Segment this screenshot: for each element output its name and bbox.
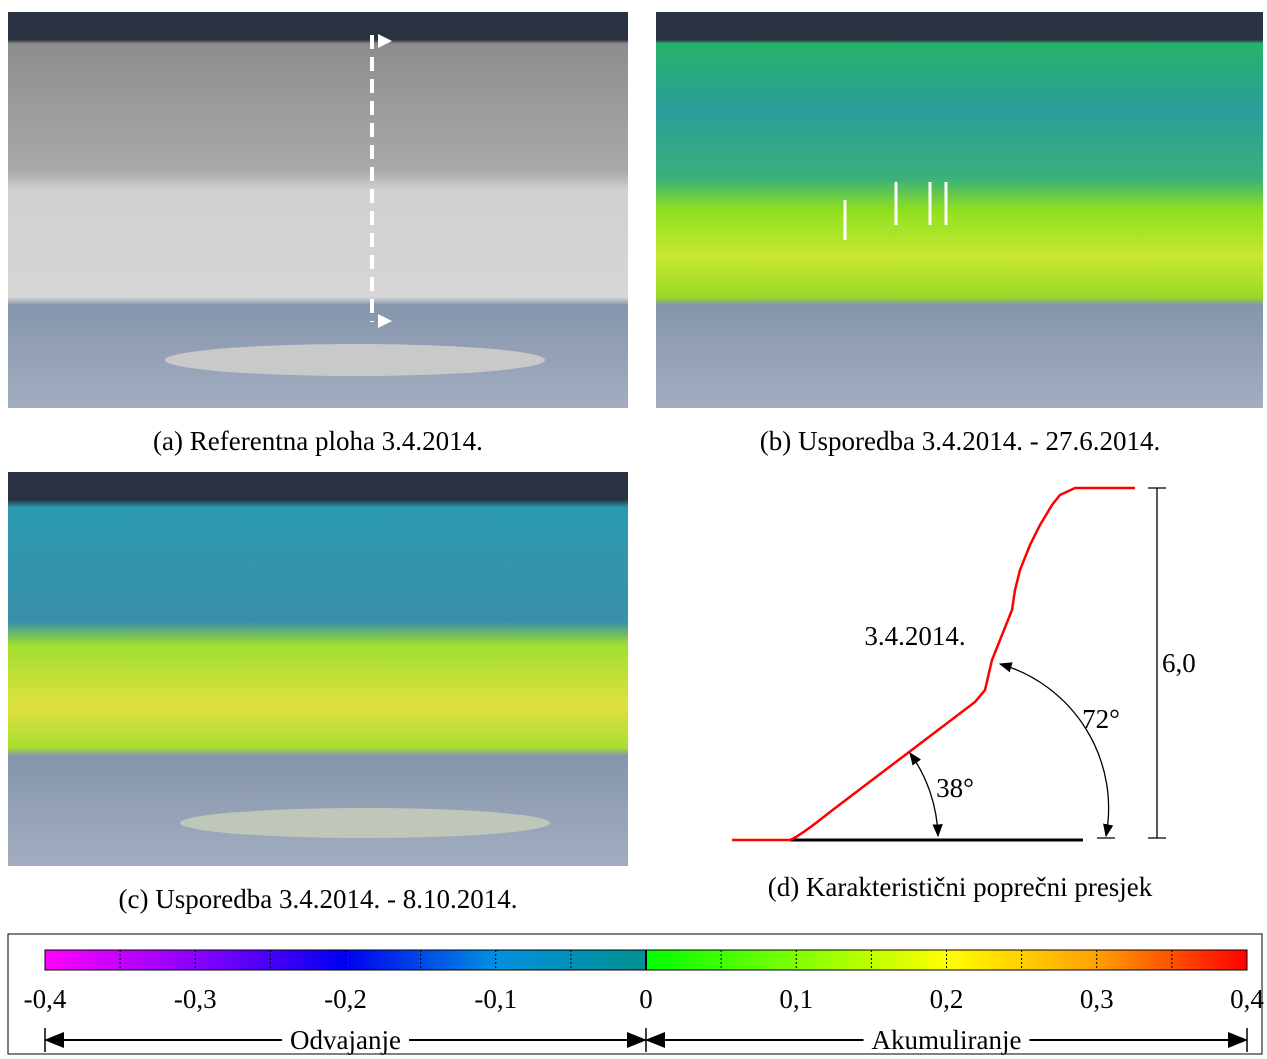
- colorbar-tick-label: -0,4: [24, 984, 67, 1014]
- colorbar-tick-label: -0,1: [474, 984, 517, 1014]
- colorbar-border: [44, 949, 1248, 971]
- colorbar-tick-label: 0,3: [1080, 984, 1114, 1014]
- caption: (d) Karakteristični poprečni presjek: [768, 872, 1153, 902]
- range-label: Akumuliranje: [872, 1025, 1022, 1055]
- angle-label: 38°: [936, 773, 974, 803]
- profile-date: 3.4.2014.: [864, 621, 965, 651]
- colorbar: -0,4 -0,3 -0,2 -0,1 0 0,1 0,2 0,3 0,4 Odvajanje Ak…: [7, 933, 1264, 1055]
- colorbar-tick-label: -0,2: [324, 984, 367, 1014]
- photo-b: [656, 12, 1263, 408]
- height-label: 6,0: [1162, 648, 1196, 678]
- debris: [165, 344, 545, 376]
- colorbar-tick-label: 0: [639, 984, 653, 1014]
- profile: [732, 486, 1135, 842]
- flow-arrows: [843, 182, 948, 240]
- range-label: Odvajanje: [290, 1025, 401, 1055]
- caption: (c) Usporedba 3.4.2014. - 8.10.2014.: [119, 884, 518, 914]
- angle-label: 72°: [1082, 704, 1120, 734]
- dimension: [909, 487, 1166, 839]
- colorbar-tick-label: 0,2: [930, 984, 964, 1014]
- caption: (b) Usporedba 3.4.2014. - 27.6.2014.: [760, 426, 1160, 456]
- colorbar-tick-label: 0,4: [1230, 984, 1264, 1014]
- photo-a: [8, 12, 628, 408]
- photo-c: [8, 472, 628, 866]
- colorbar-frame: [7, 933, 1263, 1055]
- debris: [180, 808, 550, 838]
- caption: (a) Referentna ploha 3.4.2014.: [153, 426, 483, 456]
- colorbar-tick-label: -0,3: [174, 984, 217, 1014]
- colorbar-tick-label: 0,1: [779, 984, 813, 1014]
